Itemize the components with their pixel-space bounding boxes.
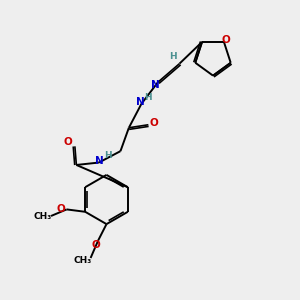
Text: O: O xyxy=(56,204,65,214)
Text: CH₃: CH₃ xyxy=(34,212,52,221)
Text: O: O xyxy=(150,118,159,128)
Text: O: O xyxy=(92,240,101,250)
Text: CH₃: CH₃ xyxy=(74,256,92,265)
Text: O: O xyxy=(64,137,73,147)
Text: H: H xyxy=(169,52,177,61)
Text: N: N xyxy=(95,156,104,166)
Text: N: N xyxy=(151,80,160,90)
Text: H: H xyxy=(144,93,152,102)
Text: H: H xyxy=(104,152,112,160)
Text: N: N xyxy=(136,97,144,107)
Text: O: O xyxy=(222,34,230,45)
